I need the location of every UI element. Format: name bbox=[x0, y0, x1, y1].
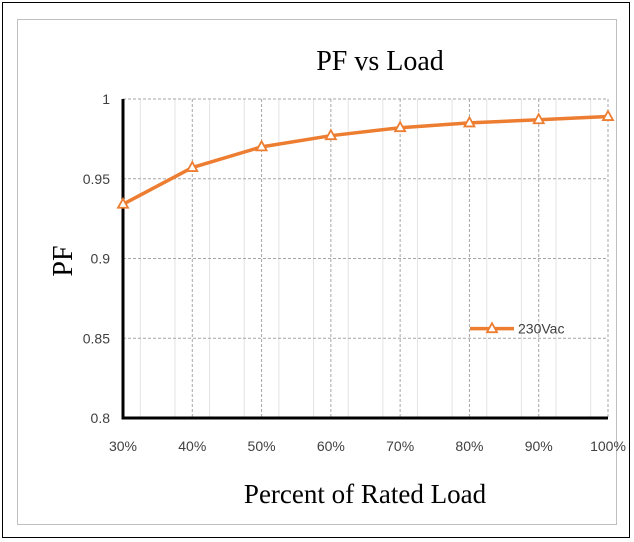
y-tick-label: 1 bbox=[102, 91, 110, 107]
x-tick-label: 70% bbox=[386, 438, 414, 454]
x-axis-label: Percent of Rated Load bbox=[244, 479, 487, 509]
series-line bbox=[122, 114, 609, 206]
y-axis-label: PF bbox=[48, 245, 79, 276]
legend: 230Vac bbox=[470, 321, 564, 337]
chart-area bbox=[17, 19, 617, 525]
data-point-marker bbox=[393, 120, 407, 133]
x-tick-label: 40% bbox=[178, 438, 206, 454]
x-tick-label: 30% bbox=[109, 438, 137, 454]
legend-marker bbox=[485, 321, 499, 334]
x-tick-label: 90% bbox=[525, 438, 553, 454]
y-tick-label: 0.95 bbox=[83, 171, 110, 187]
data-point-marker bbox=[462, 115, 476, 128]
data-point-marker bbox=[601, 109, 615, 121]
axes bbox=[121, 99, 608, 420]
y-tick-label: 0.8 bbox=[91, 410, 111, 426]
series-230vac bbox=[116, 109, 615, 209]
y-tick-label: 0.9 bbox=[91, 251, 111, 267]
x-tick-label: 60% bbox=[317, 438, 345, 454]
data-point-marker bbox=[116, 196, 130, 209]
data-point-marker bbox=[324, 128, 338, 141]
x-tick-label: 50% bbox=[248, 438, 276, 454]
data-point-marker bbox=[532, 112, 546, 125]
legend-label: 230Vac bbox=[518, 321, 564, 337]
chart-title: PF vs Load bbox=[316, 46, 444, 77]
grid bbox=[123, 98, 609, 418]
y-tick-label: 0.85 bbox=[83, 330, 110, 346]
x-tick-label: 100% bbox=[590, 438, 626, 454]
data-point-marker bbox=[255, 139, 269, 152]
tick-labels: 0.8 0.85 0.9 0.95 1 30% 40% 50% 60% 70% 80% 90% 100% bbox=[83, 91, 626, 454]
data-point-marker bbox=[185, 160, 199, 172]
x-tick-label: 80% bbox=[455, 438, 483, 454]
